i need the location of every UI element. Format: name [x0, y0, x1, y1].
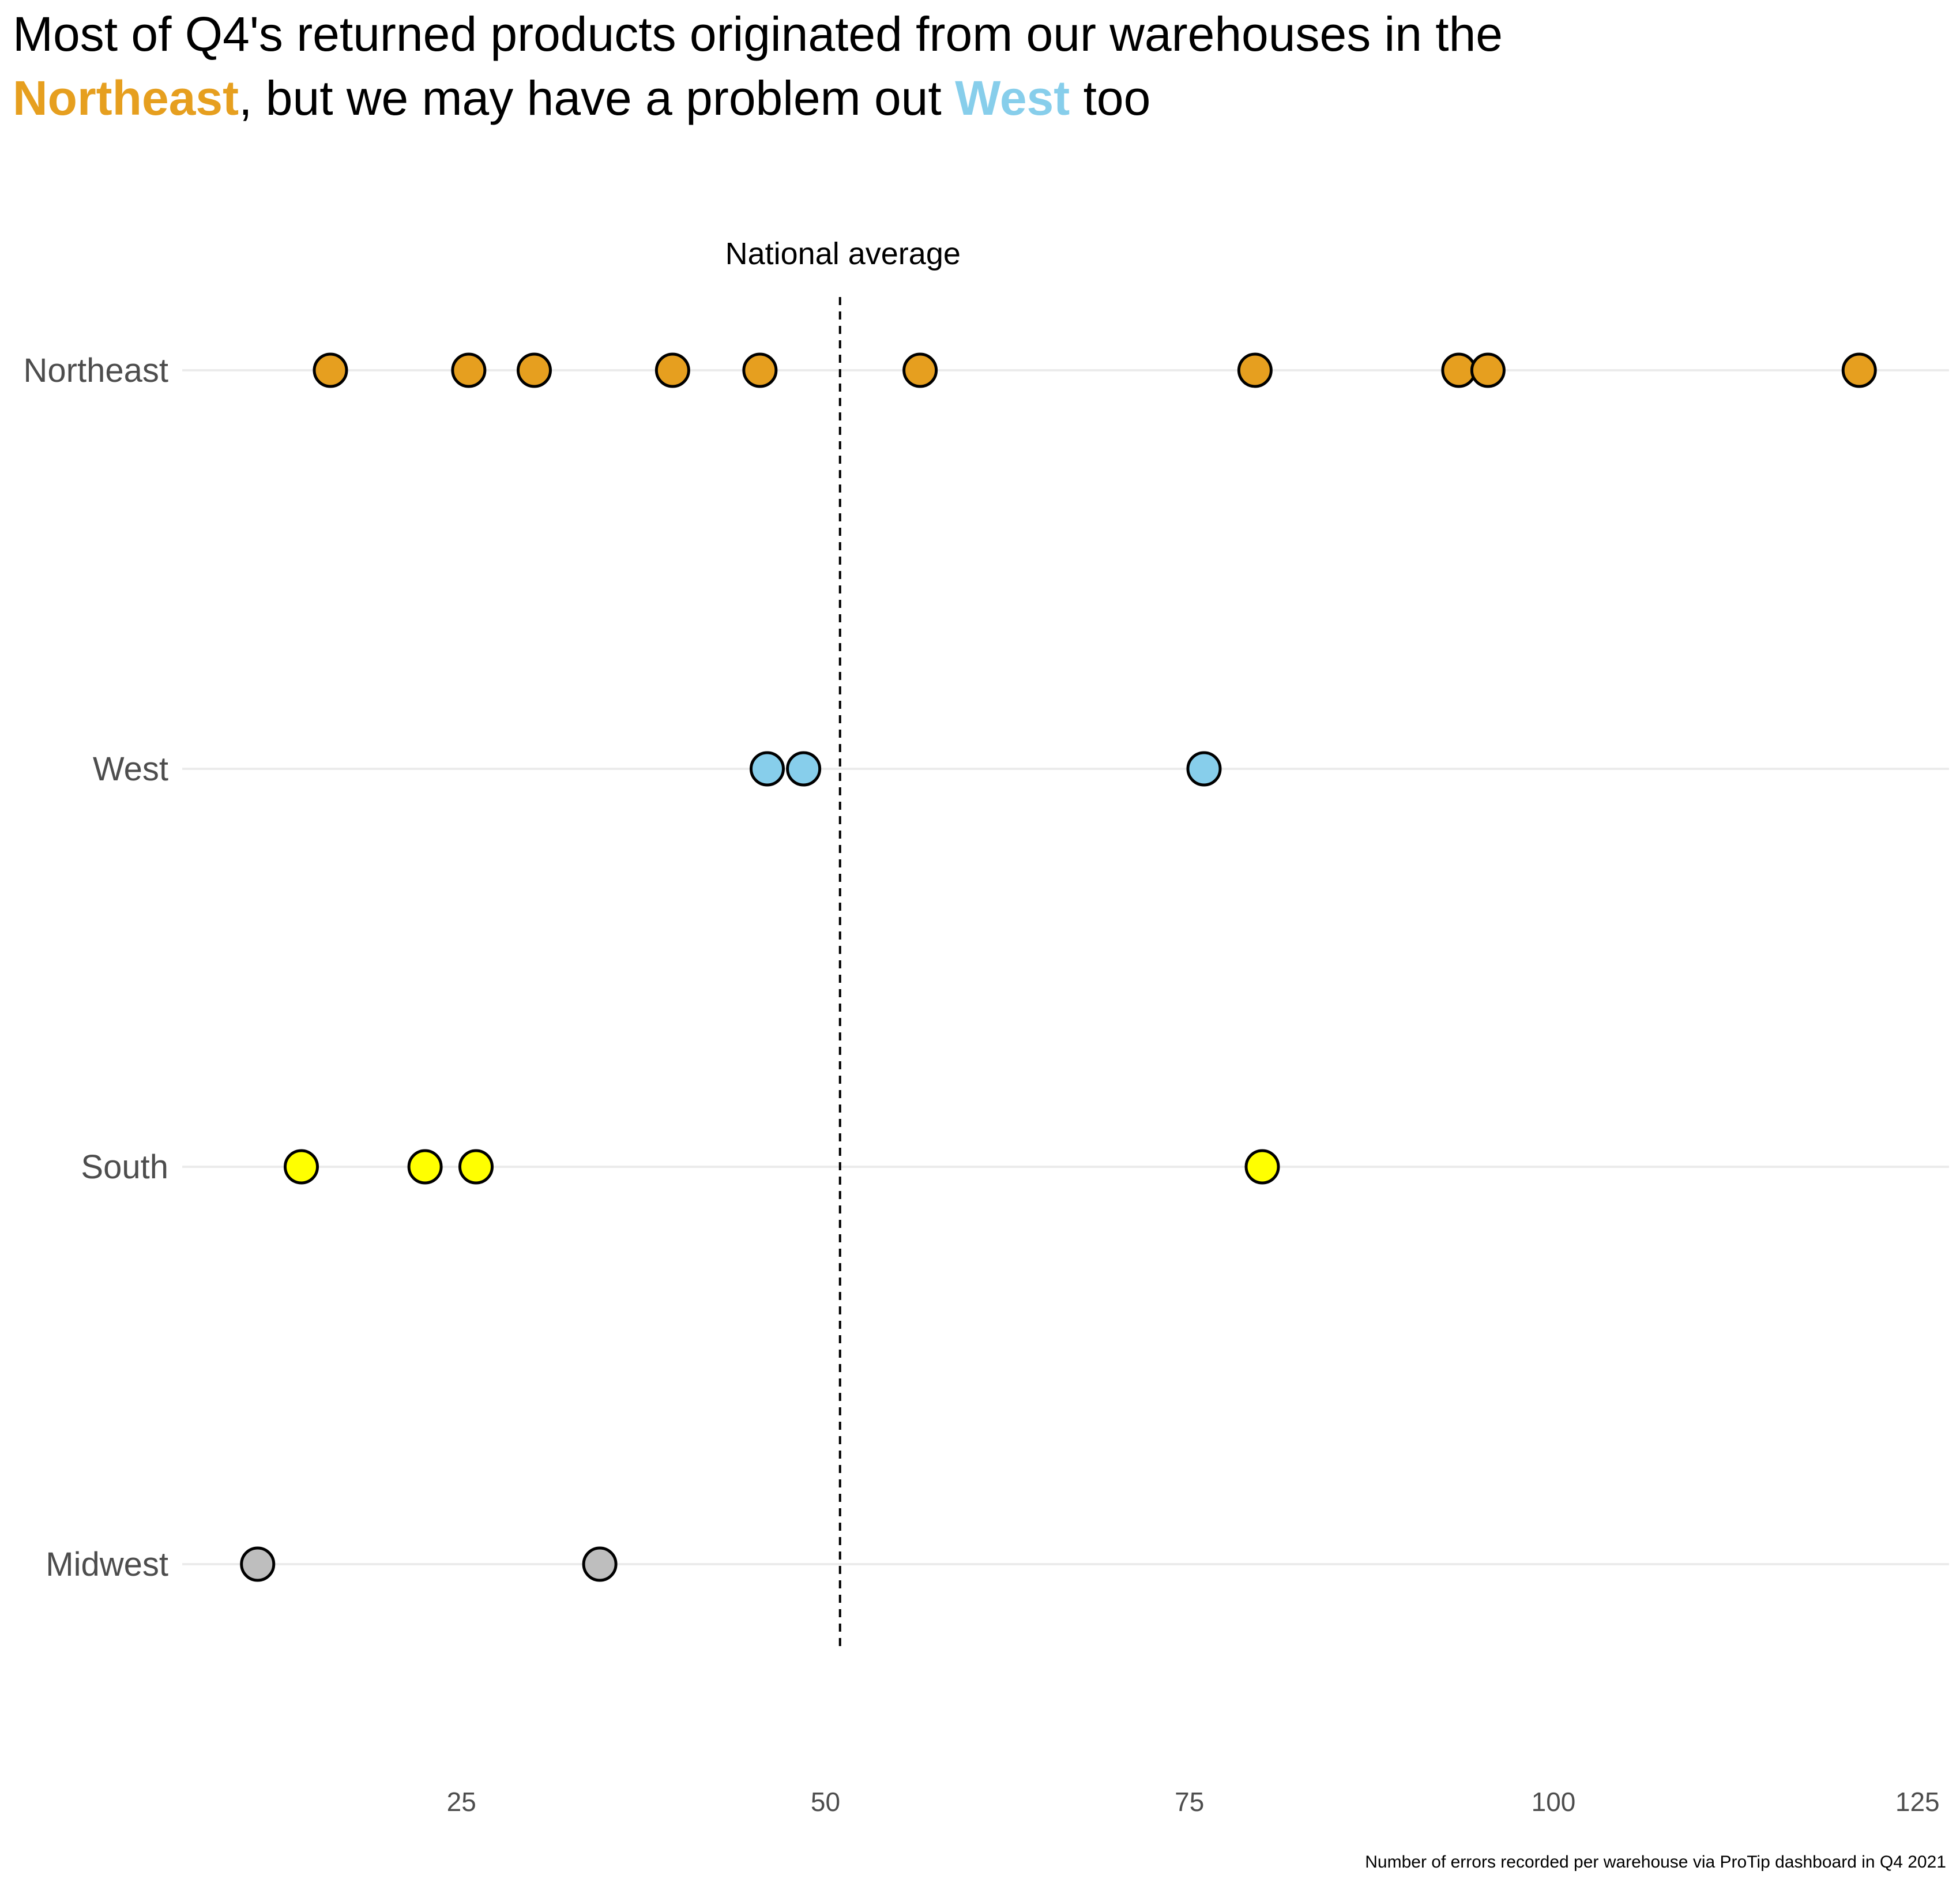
reference-line-group: National average — [725, 236, 961, 1647]
point-northeast-9 — [1470, 352, 1506, 388]
title-west-highlight: West — [955, 71, 1070, 125]
chart-title-line-1: Most of Q4's returned products originate… — [13, 7, 1503, 61]
point-northeast-5 — [742, 352, 778, 388]
y-label-northeast: Northeast — [24, 352, 168, 389]
point-northeast-6 — [902, 352, 938, 388]
point-midwest-1 — [240, 1546, 276, 1582]
point-west-1 — [750, 751, 785, 787]
point-west-3 — [1186, 751, 1222, 787]
point-south-4 — [1244, 1149, 1280, 1185]
title-middle-text: , but we may have a problem out — [239, 71, 955, 125]
y-label-midwest: Midwest — [46, 1546, 168, 1583]
point-northeast-3 — [517, 352, 552, 388]
chart-title-line-2: Northeast, but we may have a problem out… — [13, 66, 1503, 130]
point-northeast-2 — [451, 352, 487, 388]
chart-caption: Number of errors recorded per warehouse … — [1365, 1853, 1946, 1872]
point-northeast-8 — [1441, 352, 1477, 388]
point-midwest-2 — [582, 1546, 618, 1582]
x-axis-tick-labels: 25 50 75 100 125 — [447, 1787, 1940, 1817]
gridlines — [182, 369, 1949, 1565]
point-northeast-7 — [1237, 352, 1273, 388]
point-south-2 — [407, 1149, 443, 1185]
title-end-text: too — [1070, 71, 1151, 125]
x-tick-125: 125 — [1895, 1787, 1940, 1817]
point-northeast-1 — [313, 352, 348, 388]
point-south-3 — [458, 1149, 494, 1185]
national-average-label: National average — [725, 236, 961, 271]
y-axis-labels: Northeast West South Midwest — [24, 352, 168, 1583]
x-tick-75: 75 — [1175, 1787, 1204, 1817]
y-label-south: South — [81, 1148, 168, 1186]
point-northeast-10 — [1841, 352, 1877, 388]
point-west-2 — [786, 751, 822, 787]
x-tick-50: 50 — [811, 1787, 840, 1817]
point-south-1 — [284, 1149, 319, 1185]
point-northeast-4 — [654, 352, 690, 388]
x-tick-25: 25 — [447, 1787, 476, 1817]
y-label-west: West — [93, 750, 168, 788]
data-points — [240, 352, 1877, 1582]
chart-title: Most of Q4's returned products originate… — [13, 2, 1503, 130]
title-northeast-highlight: Northeast — [13, 71, 239, 125]
x-tick-100: 100 — [1532, 1787, 1576, 1817]
